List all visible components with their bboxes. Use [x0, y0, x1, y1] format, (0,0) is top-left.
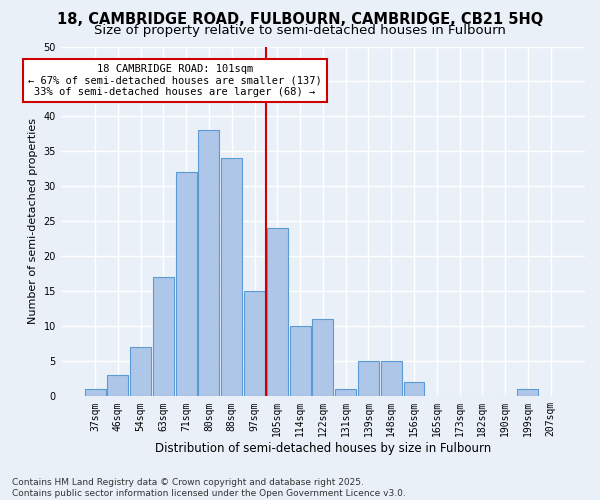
- Bar: [381, 362, 401, 396]
- Bar: [130, 348, 151, 397]
- Text: 18, CAMBRIDGE ROAD, FULBOURN, CAMBRIDGE, CB21 5HQ: 18, CAMBRIDGE ROAD, FULBOURN, CAMBRIDGE,…: [57, 12, 543, 28]
- Bar: [267, 228, 288, 396]
- Bar: [85, 390, 106, 396]
- Bar: [221, 158, 242, 396]
- Bar: [290, 326, 311, 396]
- Bar: [517, 390, 538, 396]
- Bar: [244, 292, 265, 397]
- X-axis label: Distribution of semi-detached houses by size in Fulbourn: Distribution of semi-detached houses by …: [155, 442, 491, 455]
- Bar: [176, 172, 197, 396]
- Bar: [313, 320, 334, 396]
- Bar: [404, 382, 424, 396]
- Text: Contains HM Land Registry data © Crown copyright and database right 2025.
Contai: Contains HM Land Registry data © Crown c…: [12, 478, 406, 498]
- Bar: [358, 362, 379, 396]
- Bar: [199, 130, 220, 396]
- Bar: [153, 278, 174, 396]
- Bar: [335, 390, 356, 396]
- Text: 18 CAMBRIDGE ROAD: 101sqm
← 67% of semi-detached houses are smaller (137)
33% of: 18 CAMBRIDGE ROAD: 101sqm ← 67% of semi-…: [28, 64, 322, 97]
- Bar: [107, 376, 128, 396]
- Text: Size of property relative to semi-detached houses in Fulbourn: Size of property relative to semi-detach…: [94, 24, 506, 37]
- Y-axis label: Number of semi-detached properties: Number of semi-detached properties: [28, 118, 38, 324]
